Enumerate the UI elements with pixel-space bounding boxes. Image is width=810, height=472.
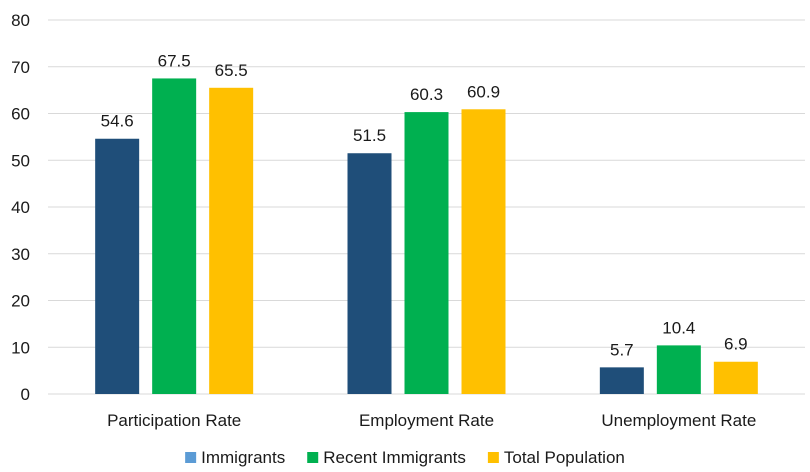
legend-swatch-recent-immigrants [307, 452, 319, 463]
bar-recent-immigrants-0 [152, 78, 197, 394]
y-tick-label-80: 80 [11, 11, 30, 30]
data-labels: 54.6 67.5 65.5 51.5 60.3 60.9 5.7 10.4 6.9 [101, 51, 748, 359]
data-label-total-population-2: 6.9 [724, 335, 748, 354]
data-label-immigrants-2: 5.7 [610, 340, 634, 359]
bar-immigrants-1 [347, 153, 392, 394]
bar-recent-immigrants-1 [404, 112, 449, 394]
category-labels: Participation Rate Employment Rate Unemplo… [107, 411, 756, 430]
bar-recent-immigrants-2 [656, 345, 701, 394]
y-tick-label-40: 40 [11, 198, 30, 217]
y-tick-label-50: 50 [11, 151, 30, 170]
data-label-recent-immigrants-2: 10.4 [662, 318, 695, 337]
bars [95, 78, 758, 394]
category-label-0: Participation Rate [107, 411, 241, 430]
legend-label-immigrants: Immigrants [201, 448, 285, 467]
y-tick-label-20: 20 [11, 292, 30, 311]
data-label-recent-immigrants-1: 60.3 [410, 85, 443, 104]
category-label-2: Unemployment Rate [601, 411, 756, 430]
legend: Immigrants Recent Immigrants Total Populat… [185, 448, 625, 467]
data-label-total-population-1: 60.9 [467, 82, 500, 101]
bar-immigrants-2 [599, 367, 644, 394]
data-label-recent-immigrants-0: 67.5 [158, 51, 191, 70]
legend-swatch-total-population [487, 452, 499, 463]
bar-total-population-2 [713, 361, 758, 394]
y-tick-label-70: 70 [11, 58, 30, 77]
y-axis-ticks: 0 10 20 30 40 50 60 70 80 [11, 11, 30, 404]
y-tick-label-60: 60 [11, 105, 30, 124]
y-tick-label-0: 0 [21, 385, 30, 404]
legend-swatch-immigrants [185, 452, 197, 463]
bar-total-population-1 [461, 109, 506, 394]
bar-total-population-0 [209, 87, 254, 394]
data-label-total-population-0: 65.5 [215, 61, 248, 80]
data-label-immigrants-0: 54.6 [101, 112, 134, 131]
legend-label-total-population: Total Population [504, 448, 625, 467]
y-tick-label-30: 30 [11, 245, 30, 264]
bar-immigrants-0 [95, 138, 140, 394]
category-label-1: Employment Rate [359, 411, 494, 430]
y-tick-label-10: 10 [11, 338, 30, 357]
data-label-immigrants-1: 51.5 [353, 126, 386, 145]
legend-label-recent-immigrants: Recent Immigrants [323, 448, 466, 467]
